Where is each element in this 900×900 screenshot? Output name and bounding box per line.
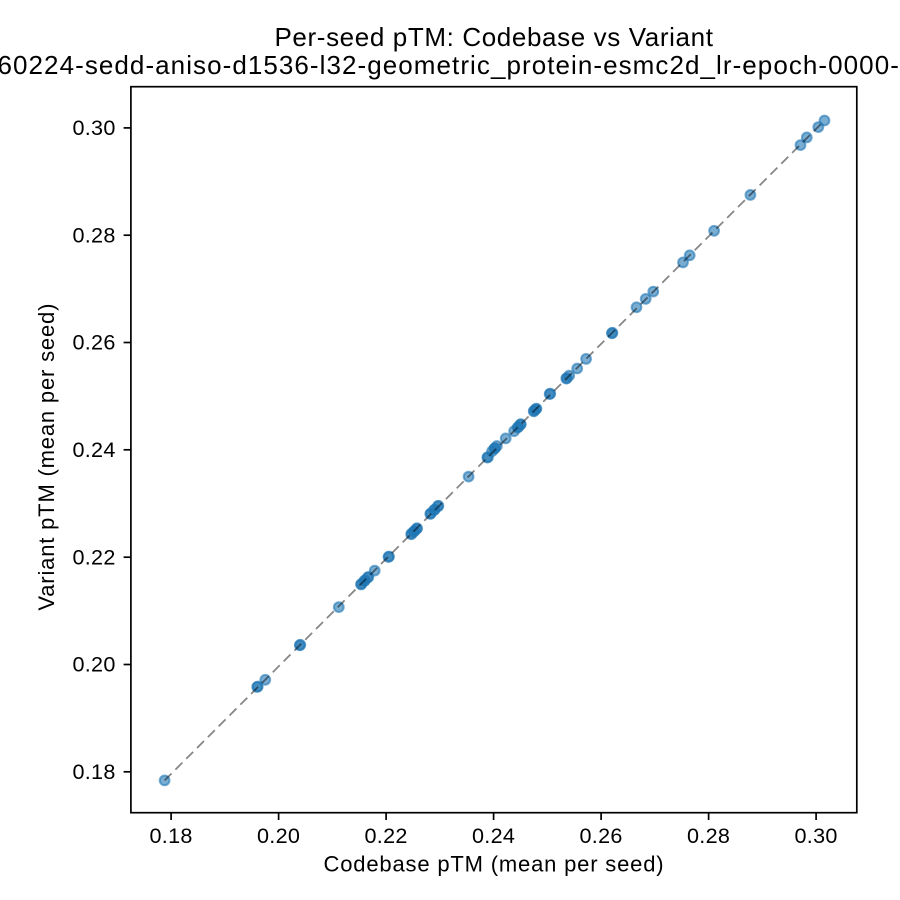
svg-text:0.20: 0.20 [257,823,300,848]
svg-text:0.30: 0.30 [72,115,115,140]
svg-text:0.28: 0.28 [687,823,730,848]
svg-text:Variant pTM (mean per seed): Variant pTM (mean per seed) [34,303,59,611]
svg-text:0.30: 0.30 [794,823,837,848]
svg-text:0.24: 0.24 [72,437,115,462]
svg-text:0.28: 0.28 [72,222,115,247]
svg-text:0.26: 0.26 [72,330,115,355]
svg-text:0.18: 0.18 [72,759,115,784]
svg-text:0.26: 0.26 [579,823,622,848]
svg-text:0.22: 0.22 [72,544,115,569]
svg-text:0.24: 0.24 [472,823,515,848]
svg-text:Per-seed pTM: Codebase vs Vari: Per-seed pTM: Codebase vs Variant [274,22,713,52]
svg-text:0.22: 0.22 [364,823,407,848]
svg-text:60224-sedd-aniso-d1536-l32-geo: 60224-sedd-aniso-d1536-l32-geometric_pro… [0,50,900,80]
svg-text:Codebase pTM (mean per seed): Codebase pTM (mean per seed) [324,852,665,877]
svg-text:0.18: 0.18 [149,823,192,848]
svg-text:0.20: 0.20 [72,652,115,677]
